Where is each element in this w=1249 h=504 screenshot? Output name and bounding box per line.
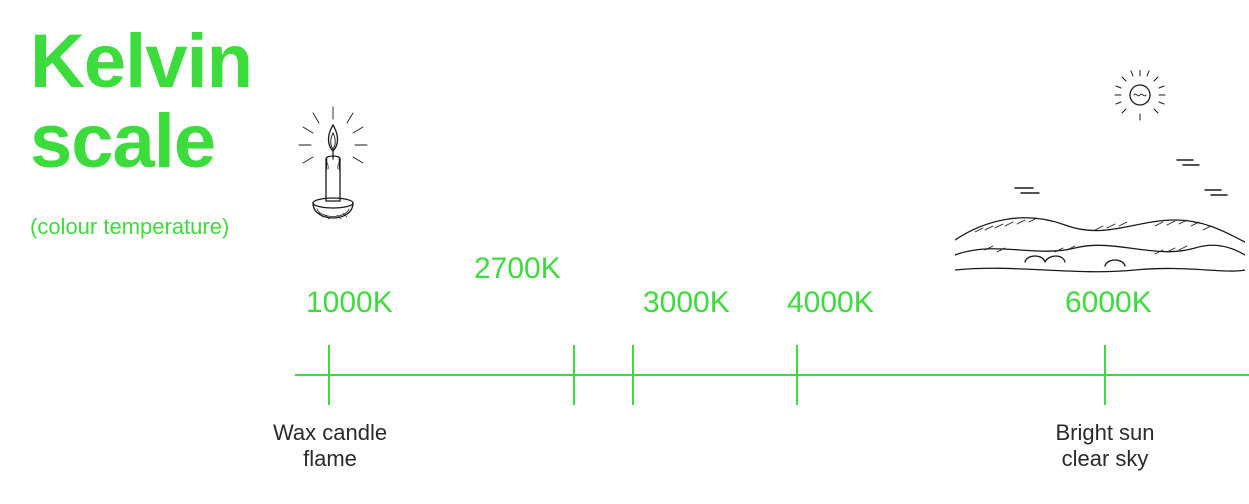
tick-label-2700k: 2700K [474, 252, 561, 286]
tick-label-4000k: 4000K [787, 286, 874, 320]
caption-sun: Bright sun clear sky [1005, 420, 1205, 472]
caption-candle: Wax candle flame [240, 420, 420, 472]
tick-label-3000k: 3000K [643, 286, 730, 320]
tick-label-6000k: 6000K [1065, 286, 1152, 320]
kelvin-scale-diagram: Kelvin scale (colour temperature) [0, 0, 1249, 504]
tick-label-1000k: 1000K [306, 286, 393, 320]
